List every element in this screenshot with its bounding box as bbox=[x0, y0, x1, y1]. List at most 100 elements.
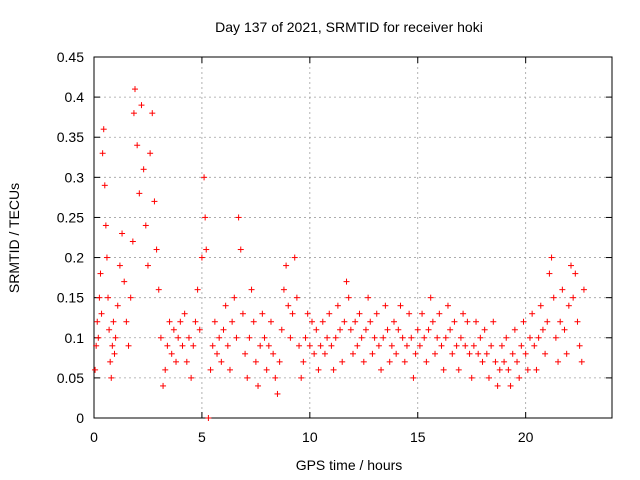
data-point bbox=[324, 334, 331, 341]
data-point bbox=[490, 318, 497, 325]
data-point bbox=[408, 334, 415, 341]
data-point bbox=[457, 334, 464, 341]
data-point bbox=[559, 286, 566, 293]
data-point bbox=[343, 278, 350, 285]
data-point bbox=[293, 294, 300, 301]
data-point bbox=[116, 262, 123, 269]
data-point bbox=[524, 366, 531, 373]
data-point bbox=[181, 310, 188, 317]
y-tick-label: 0.3 bbox=[65, 169, 85, 185]
data-point bbox=[151, 198, 158, 205]
data-point bbox=[283, 262, 290, 269]
data-point bbox=[190, 342, 197, 349]
data-point bbox=[300, 358, 307, 365]
data-point bbox=[106, 326, 113, 333]
data-point bbox=[278, 326, 285, 333]
data-point bbox=[287, 334, 294, 341]
y-tick-label: 0.35 bbox=[57, 129, 84, 145]
data-point bbox=[518, 342, 525, 349]
data-point bbox=[192, 318, 199, 325]
data-point bbox=[244, 374, 251, 381]
data-point bbox=[157, 334, 164, 341]
data-point bbox=[393, 350, 400, 357]
data-point bbox=[99, 150, 106, 157]
data-point bbox=[477, 334, 484, 341]
x-tick-label: 20 bbox=[518, 429, 534, 445]
data-point bbox=[317, 342, 324, 349]
data-point bbox=[229, 318, 236, 325]
data-point bbox=[557, 318, 564, 325]
data-point bbox=[526, 334, 533, 341]
data-point bbox=[202, 214, 209, 221]
data-point bbox=[242, 350, 249, 357]
y-axis-label: SRMTID / TECUs bbox=[6, 183, 22, 293]
data-point bbox=[397, 302, 404, 309]
data-point bbox=[388, 342, 395, 349]
data-point bbox=[542, 350, 549, 357]
data-point bbox=[185, 334, 192, 341]
x-tick-label: 0 bbox=[90, 429, 98, 445]
data-point bbox=[100, 126, 107, 133]
data-point bbox=[442, 334, 449, 341]
x-tick-label: 5 bbox=[198, 429, 206, 445]
data-point bbox=[576, 342, 583, 349]
data-point bbox=[507, 382, 514, 389]
data-point bbox=[267, 318, 274, 325]
data-point bbox=[509, 350, 516, 357]
data-point bbox=[257, 342, 264, 349]
data-point bbox=[330, 366, 337, 373]
data-point bbox=[107, 358, 114, 365]
data-point bbox=[522, 350, 529, 357]
data-point bbox=[453, 342, 460, 349]
data-point bbox=[514, 358, 521, 365]
data-point bbox=[464, 318, 471, 325]
data-point bbox=[252, 358, 259, 365]
data-point bbox=[280, 286, 287, 293]
data-point bbox=[470, 342, 477, 349]
data-point bbox=[386, 358, 393, 365]
data-point bbox=[425, 326, 432, 333]
data-point bbox=[218, 358, 225, 365]
data-point bbox=[436, 310, 443, 317]
x-axis-label: GPS time / hours bbox=[296, 457, 403, 473]
data-point bbox=[399, 334, 406, 341]
data-point bbox=[378, 366, 385, 373]
data-point bbox=[155, 286, 162, 293]
data-point bbox=[429, 318, 436, 325]
data-point bbox=[321, 350, 328, 357]
data-point bbox=[123, 318, 130, 325]
data-point bbox=[440, 366, 447, 373]
data-point bbox=[173, 358, 180, 365]
data-point bbox=[494, 382, 501, 389]
data-point bbox=[580, 286, 587, 293]
data-point bbox=[350, 350, 356, 357]
data-point bbox=[432, 350, 439, 357]
y-tick-label: 0 bbox=[76, 410, 84, 426]
data-point bbox=[95, 334, 102, 341]
data-point bbox=[529, 310, 536, 317]
data-point bbox=[237, 246, 244, 253]
data-point bbox=[235, 214, 242, 221]
data-point bbox=[565, 302, 572, 309]
data-point bbox=[175, 334, 182, 341]
data-point bbox=[140, 166, 147, 173]
data-point bbox=[119, 230, 126, 237]
data-point bbox=[483, 350, 490, 357]
y-tick-label: 0.2 bbox=[65, 250, 85, 266]
data-point bbox=[261, 334, 268, 341]
data-point bbox=[291, 254, 298, 261]
data-point bbox=[548, 254, 555, 261]
data-point bbox=[313, 326, 320, 333]
data-point bbox=[563, 350, 570, 357]
data-point bbox=[403, 342, 410, 349]
data-point bbox=[203, 246, 210, 253]
data-point bbox=[274, 390, 281, 397]
data-point bbox=[550, 294, 557, 301]
data-point bbox=[276, 358, 283, 365]
data-point bbox=[214, 350, 221, 357]
data-point bbox=[555, 358, 562, 365]
data-point bbox=[479, 358, 486, 365]
x-tick-label: 15 bbox=[410, 429, 426, 445]
data-point bbox=[259, 310, 266, 317]
data-point bbox=[111, 350, 118, 357]
